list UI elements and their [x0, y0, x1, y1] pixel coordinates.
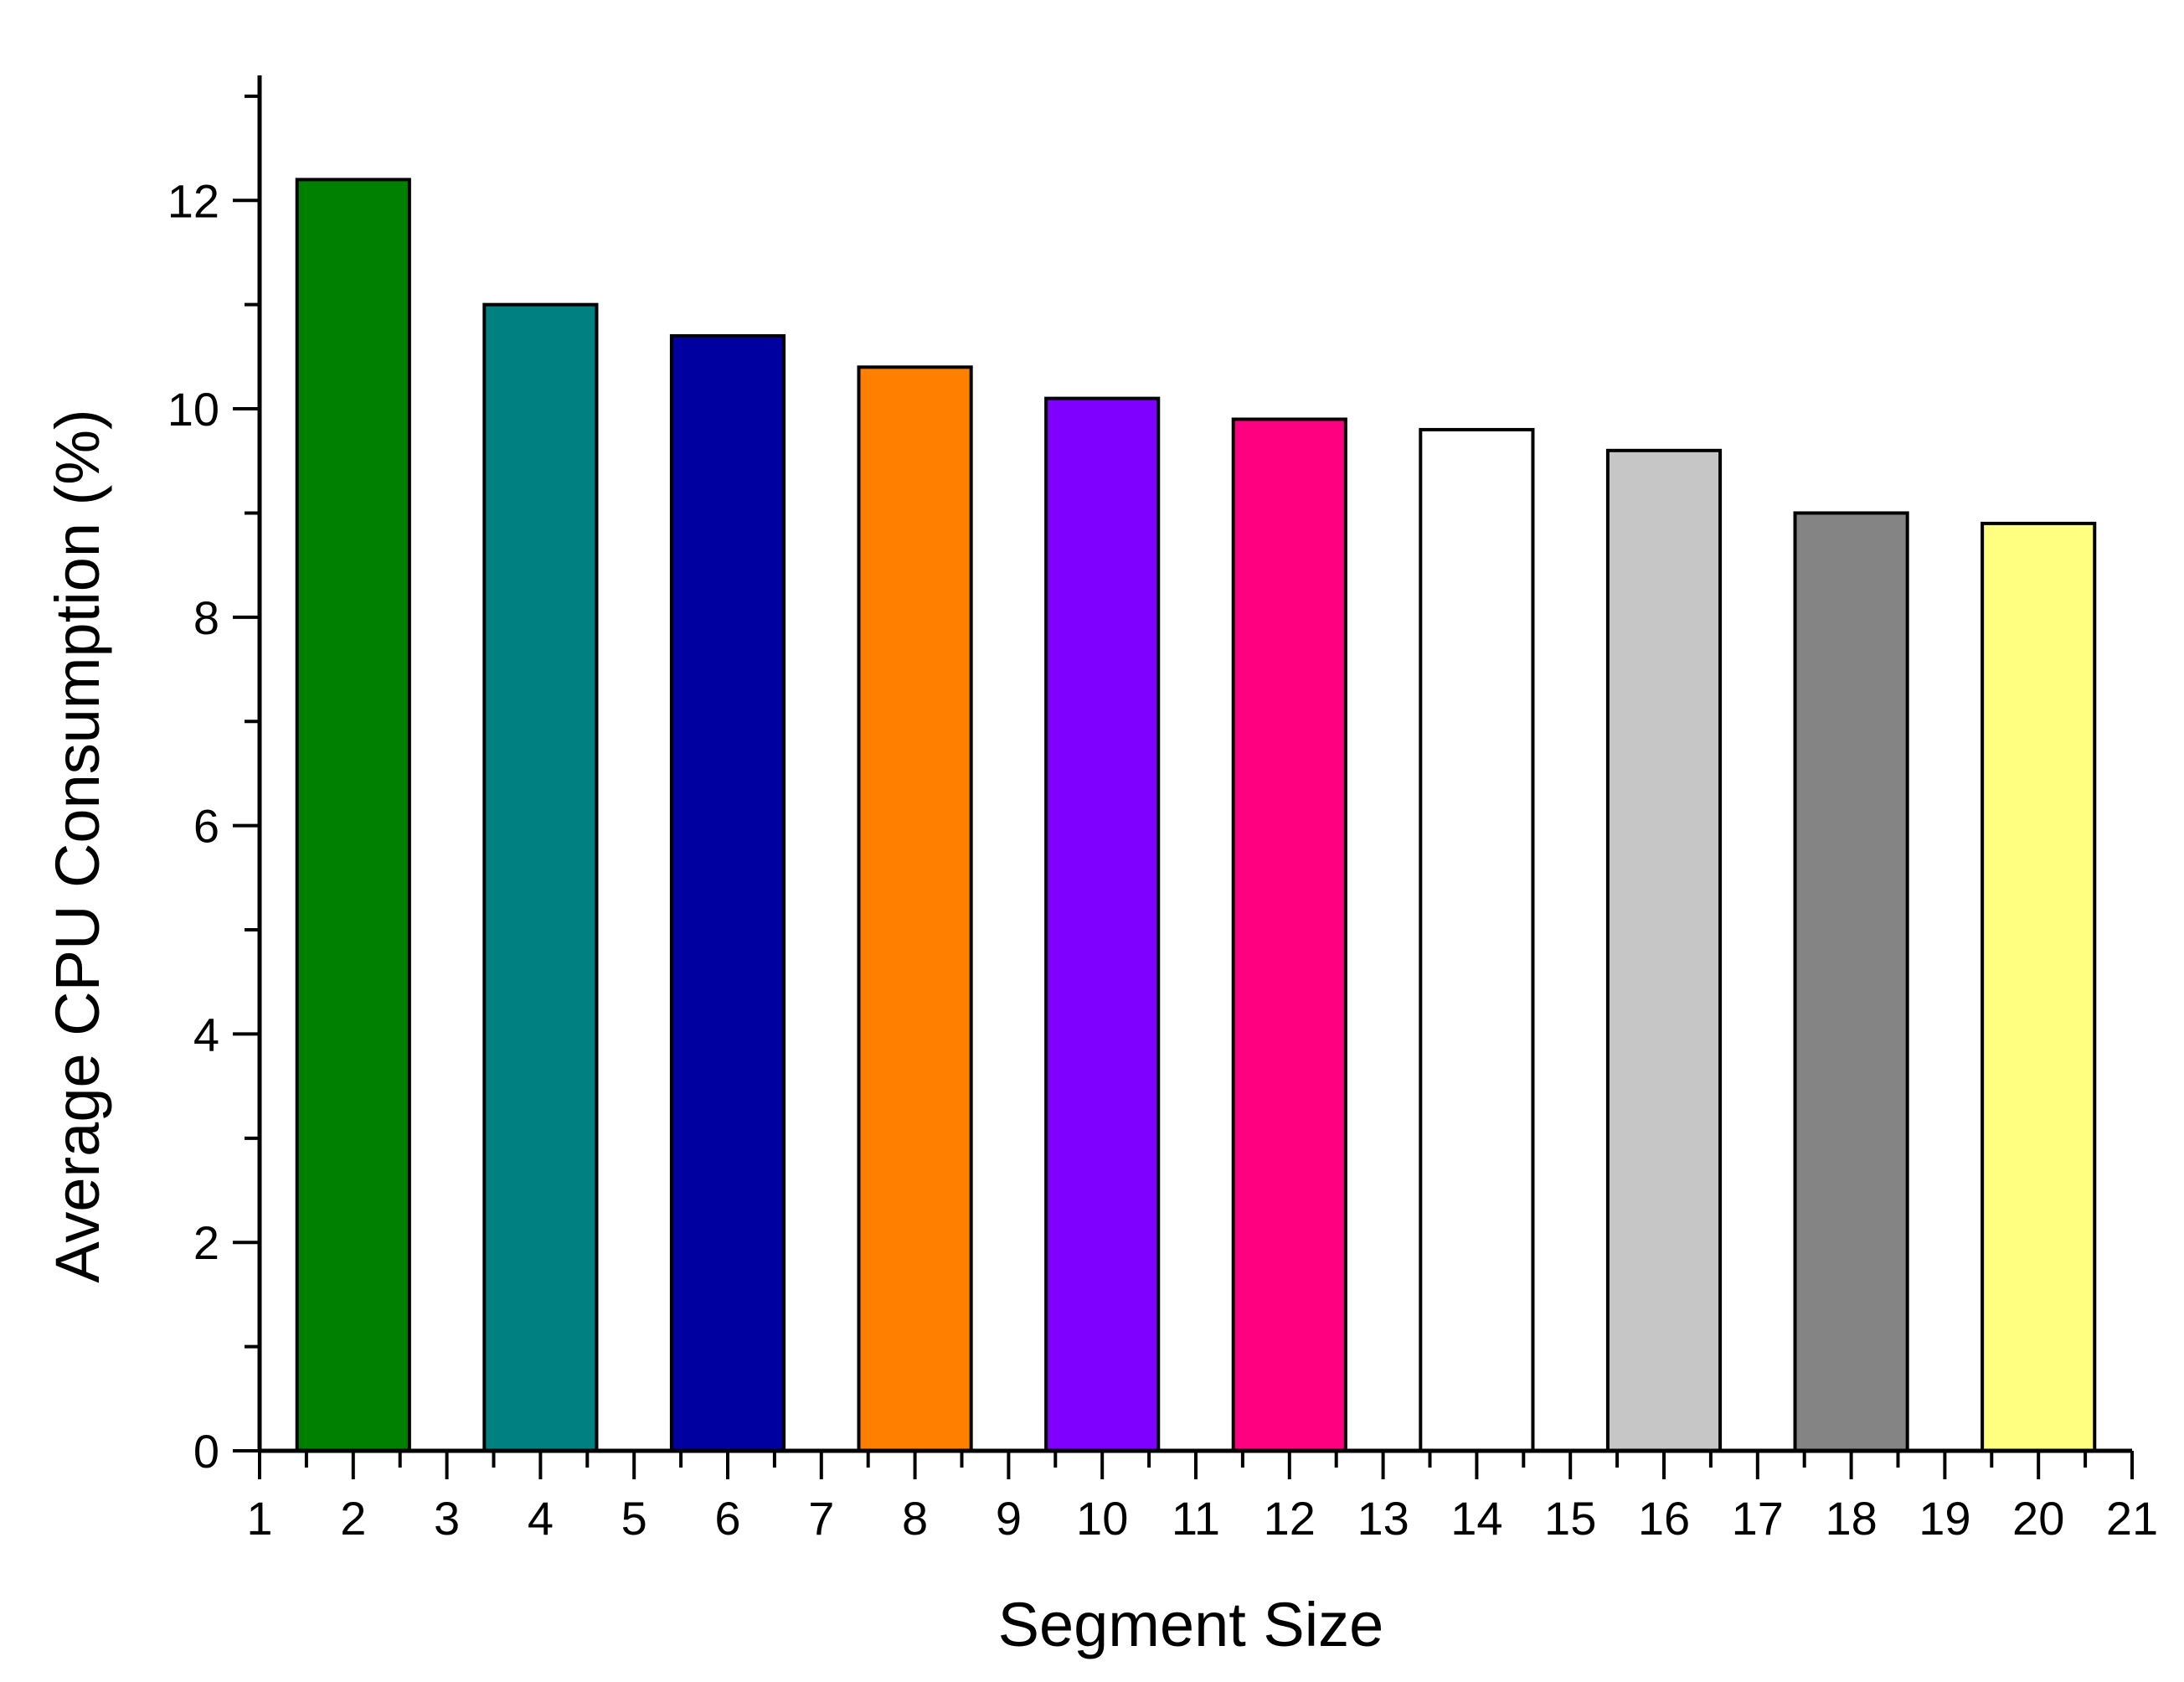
x-tick-label: 8 [902, 1492, 928, 1545]
y-tick-label: 2 [193, 1216, 219, 1269]
x-tick-label: 18 [1825, 1492, 1877, 1545]
y-tick-label: 8 [193, 591, 219, 644]
x-tick-label: 3 [434, 1492, 460, 1545]
x-tick-label: 10 [1076, 1492, 1128, 1545]
x-tick-label: 7 [808, 1492, 834, 1545]
x-tick-label: 13 [1357, 1492, 1409, 1545]
x-tick-label: 20 [2012, 1492, 2064, 1545]
x-tick-label: 5 [621, 1492, 647, 1545]
x-tick-label: 19 [1919, 1492, 1970, 1545]
bar-6 [669, 333, 786, 1452]
y-axis-ticks: 0 2 4 6 8 10 12 [167, 94, 260, 1478]
y-tick-label: 10 [167, 383, 219, 436]
y-tick-label: 6 [193, 800, 219, 853]
bars [295, 178, 2097, 1453]
x-axis-title: Segment Size [998, 1590, 1384, 1659]
y-tick-label: 4 [193, 1008, 219, 1060]
y-tick-label: 0 [193, 1425, 219, 1478]
bar-2 [295, 178, 411, 1453]
bar-10 [1044, 396, 1161, 1452]
y-tick-label: 12 [167, 174, 219, 227]
x-tick-label: 1 [246, 1492, 272, 1545]
bar-12 [1231, 417, 1347, 1452]
bar-14 [1419, 427, 1535, 1452]
bar-16 [1605, 448, 1723, 1452]
x-tick-label: 21 [2106, 1492, 2158, 1545]
bar-20 [1981, 521, 2097, 1452]
x-tick-label: 2 [340, 1492, 366, 1545]
x-tick-label: 6 [714, 1492, 740, 1545]
x-axis-ticks: 1 2 3 4 5 6 7 8 9 10 11 12 13 14 15 16 17 18 19 20 21 [246, 1451, 2158, 1545]
x-tick-label: 14 [1450, 1492, 1502, 1545]
x-tick-label: 16 [1638, 1492, 1690, 1545]
x-tick-label: 15 [1544, 1492, 1596, 1545]
x-tick-label: 17 [1732, 1492, 1784, 1545]
x-tick-label: 11 [1172, 1492, 1220, 1545]
x-tick-label: 4 [528, 1492, 554, 1545]
bar-8 [857, 365, 973, 1453]
x-tick-label: 12 [1264, 1492, 1316, 1545]
bar-4 [482, 302, 599, 1453]
y-axis-title: Average CPU Consumption (%) [43, 409, 112, 1282]
x-tick-label: 9 [996, 1492, 1022, 1545]
bar-18 [1793, 511, 1909, 1452]
